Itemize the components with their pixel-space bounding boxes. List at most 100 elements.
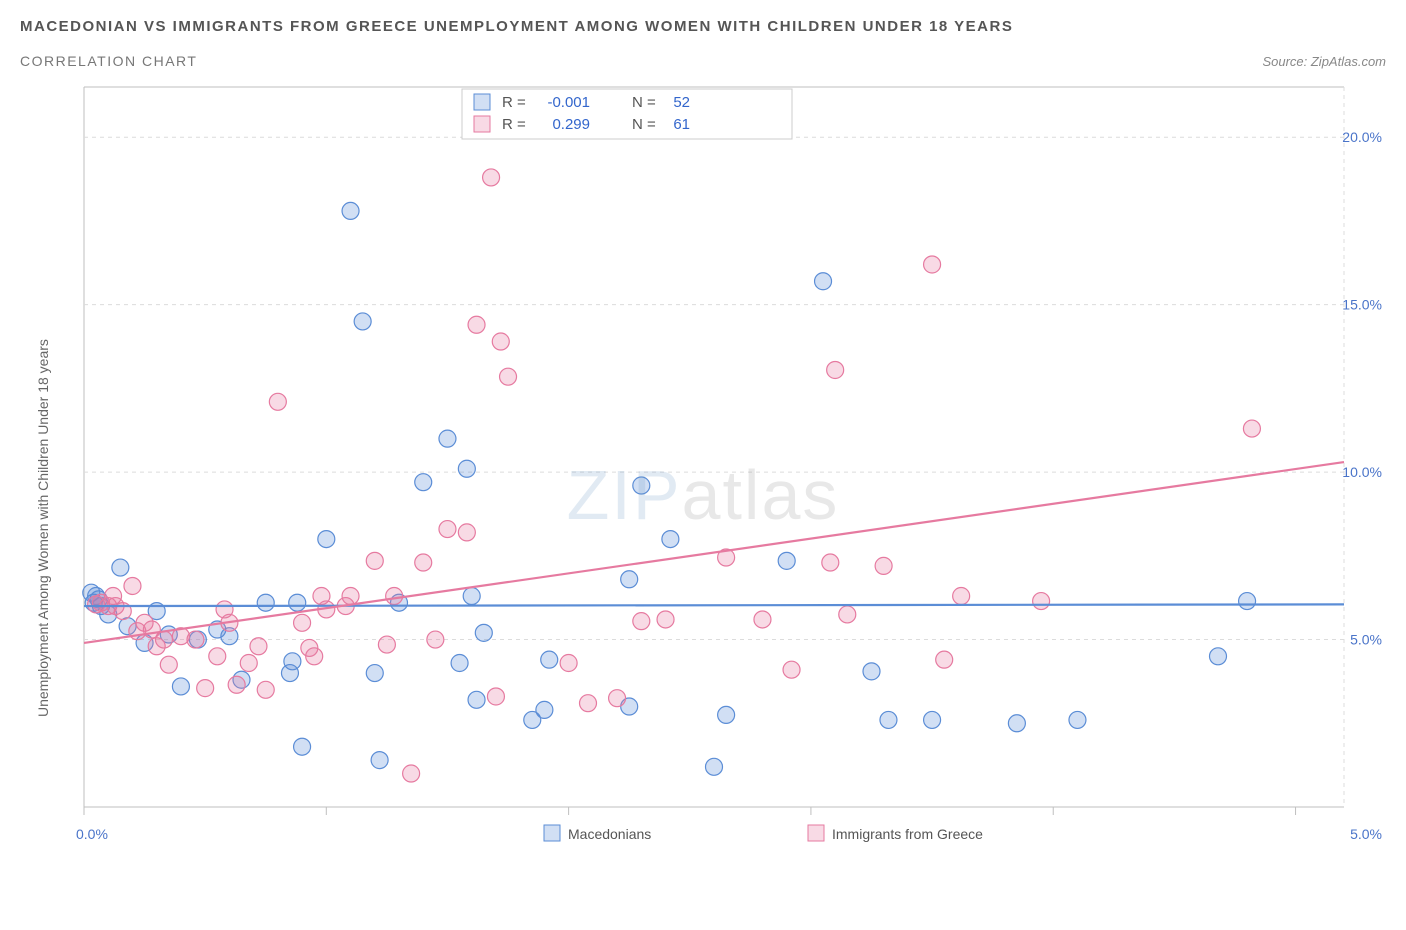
legend-label: Macedonians	[568, 826, 651, 842]
data-point	[289, 594, 306, 611]
data-point	[197, 680, 214, 697]
svg-text:R =: R =	[502, 116, 526, 133]
data-point	[483, 169, 500, 186]
data-point	[1210, 648, 1227, 665]
data-point	[250, 638, 267, 655]
chart-title: MACEDONIAN VS IMMIGRANTS FROM GREECE UNE…	[20, 18, 1386, 35]
data-point	[953, 588, 970, 605]
data-point	[439, 430, 456, 447]
svg-text:10.0%: 10.0%	[1342, 464, 1382, 480]
data-point	[172, 678, 189, 695]
data-point	[439, 521, 456, 538]
data-point	[924, 256, 941, 273]
svg-text:5.0%: 5.0%	[1350, 632, 1382, 648]
data-point	[1008, 715, 1025, 732]
data-point	[621, 571, 638, 588]
svg-text:N =: N =	[632, 94, 656, 111]
svg-text:R =: R =	[502, 94, 526, 111]
data-point	[500, 368, 517, 385]
data-point	[839, 606, 856, 623]
data-point	[863, 663, 880, 680]
legend-swatch	[544, 825, 560, 841]
data-point	[875, 557, 892, 574]
data-point	[458, 524, 475, 541]
data-point	[451, 655, 468, 672]
legend-swatch	[808, 825, 824, 841]
data-point	[354, 313, 371, 330]
data-point	[458, 460, 475, 477]
data-point	[366, 665, 383, 682]
chart-area: 5.0% 10.0% 15.0% 20.0% Unemployment Among Wo…	[20, 77, 1386, 912]
data-point	[342, 588, 359, 605]
data-point	[160, 656, 177, 673]
data-point	[257, 594, 274, 611]
svg-text:5.0%: 5.0%	[1350, 826, 1382, 842]
data-point	[783, 661, 800, 678]
data-point	[560, 655, 577, 672]
data-point	[463, 588, 480, 605]
source-attribution: Source: ZipAtlas.com	[1262, 54, 1386, 69]
data-point	[240, 655, 257, 672]
data-point	[318, 531, 335, 548]
data-point	[1069, 711, 1086, 728]
data-point	[815, 273, 832, 290]
svg-text:61: 61	[673, 116, 690, 133]
data-point	[228, 676, 245, 693]
svg-text:N =: N =	[632, 116, 656, 133]
scatter-chart: 5.0% 10.0% 15.0% 20.0% Unemployment Among Wo…	[20, 77, 1386, 907]
data-point	[386, 588, 403, 605]
data-point	[371, 752, 388, 769]
data-point	[662, 531, 679, 548]
data-point	[580, 695, 597, 712]
data-point	[306, 648, 323, 665]
svg-text:0.0%: 0.0%	[76, 826, 108, 842]
data-point	[706, 758, 723, 775]
data-point	[112, 559, 129, 576]
data-point	[284, 653, 301, 670]
data-point	[415, 474, 432, 491]
data-point	[294, 738, 311, 755]
svg-text:15.0%: 15.0%	[1342, 297, 1382, 313]
svg-text:-0.001: -0.001	[547, 94, 590, 111]
data-point	[657, 611, 674, 628]
data-point	[378, 636, 395, 653]
chart-subtitle: CORRELATION CHART	[20, 53, 197, 69]
data-point	[536, 701, 553, 718]
svg-text:0.299: 0.299	[552, 116, 590, 133]
data-point	[415, 554, 432, 571]
data-point	[257, 681, 274, 698]
data-point	[342, 202, 359, 219]
data-point	[475, 624, 492, 641]
data-point	[936, 651, 953, 668]
data-point	[294, 614, 311, 631]
data-point	[633, 613, 650, 630]
data-point	[1033, 593, 1050, 610]
data-point	[1239, 593, 1256, 610]
data-point	[827, 361, 844, 378]
data-point	[187, 631, 204, 648]
data-point	[924, 711, 941, 728]
data-point	[468, 691, 485, 708]
data-point	[880, 711, 897, 728]
data-point	[822, 554, 839, 571]
data-point	[633, 477, 650, 494]
data-point	[105, 588, 122, 605]
data-point	[754, 611, 771, 628]
svg-text:Unemployment Among Women with: Unemployment Among Women with Children U…	[35, 339, 51, 717]
data-point	[1243, 420, 1260, 437]
data-point	[468, 316, 485, 333]
data-point	[541, 651, 558, 668]
data-point	[609, 690, 626, 707]
svg-text:20.0%: 20.0%	[1342, 129, 1382, 145]
data-point	[778, 552, 795, 569]
data-point	[718, 706, 735, 723]
data-point	[427, 631, 444, 648]
trend-line	[84, 462, 1344, 643]
data-point	[492, 333, 509, 350]
data-point	[209, 648, 226, 665]
svg-text:52: 52	[673, 94, 690, 111]
data-point	[269, 393, 286, 410]
data-point	[403, 765, 420, 782]
data-point	[487, 688, 504, 705]
data-point	[366, 552, 383, 569]
